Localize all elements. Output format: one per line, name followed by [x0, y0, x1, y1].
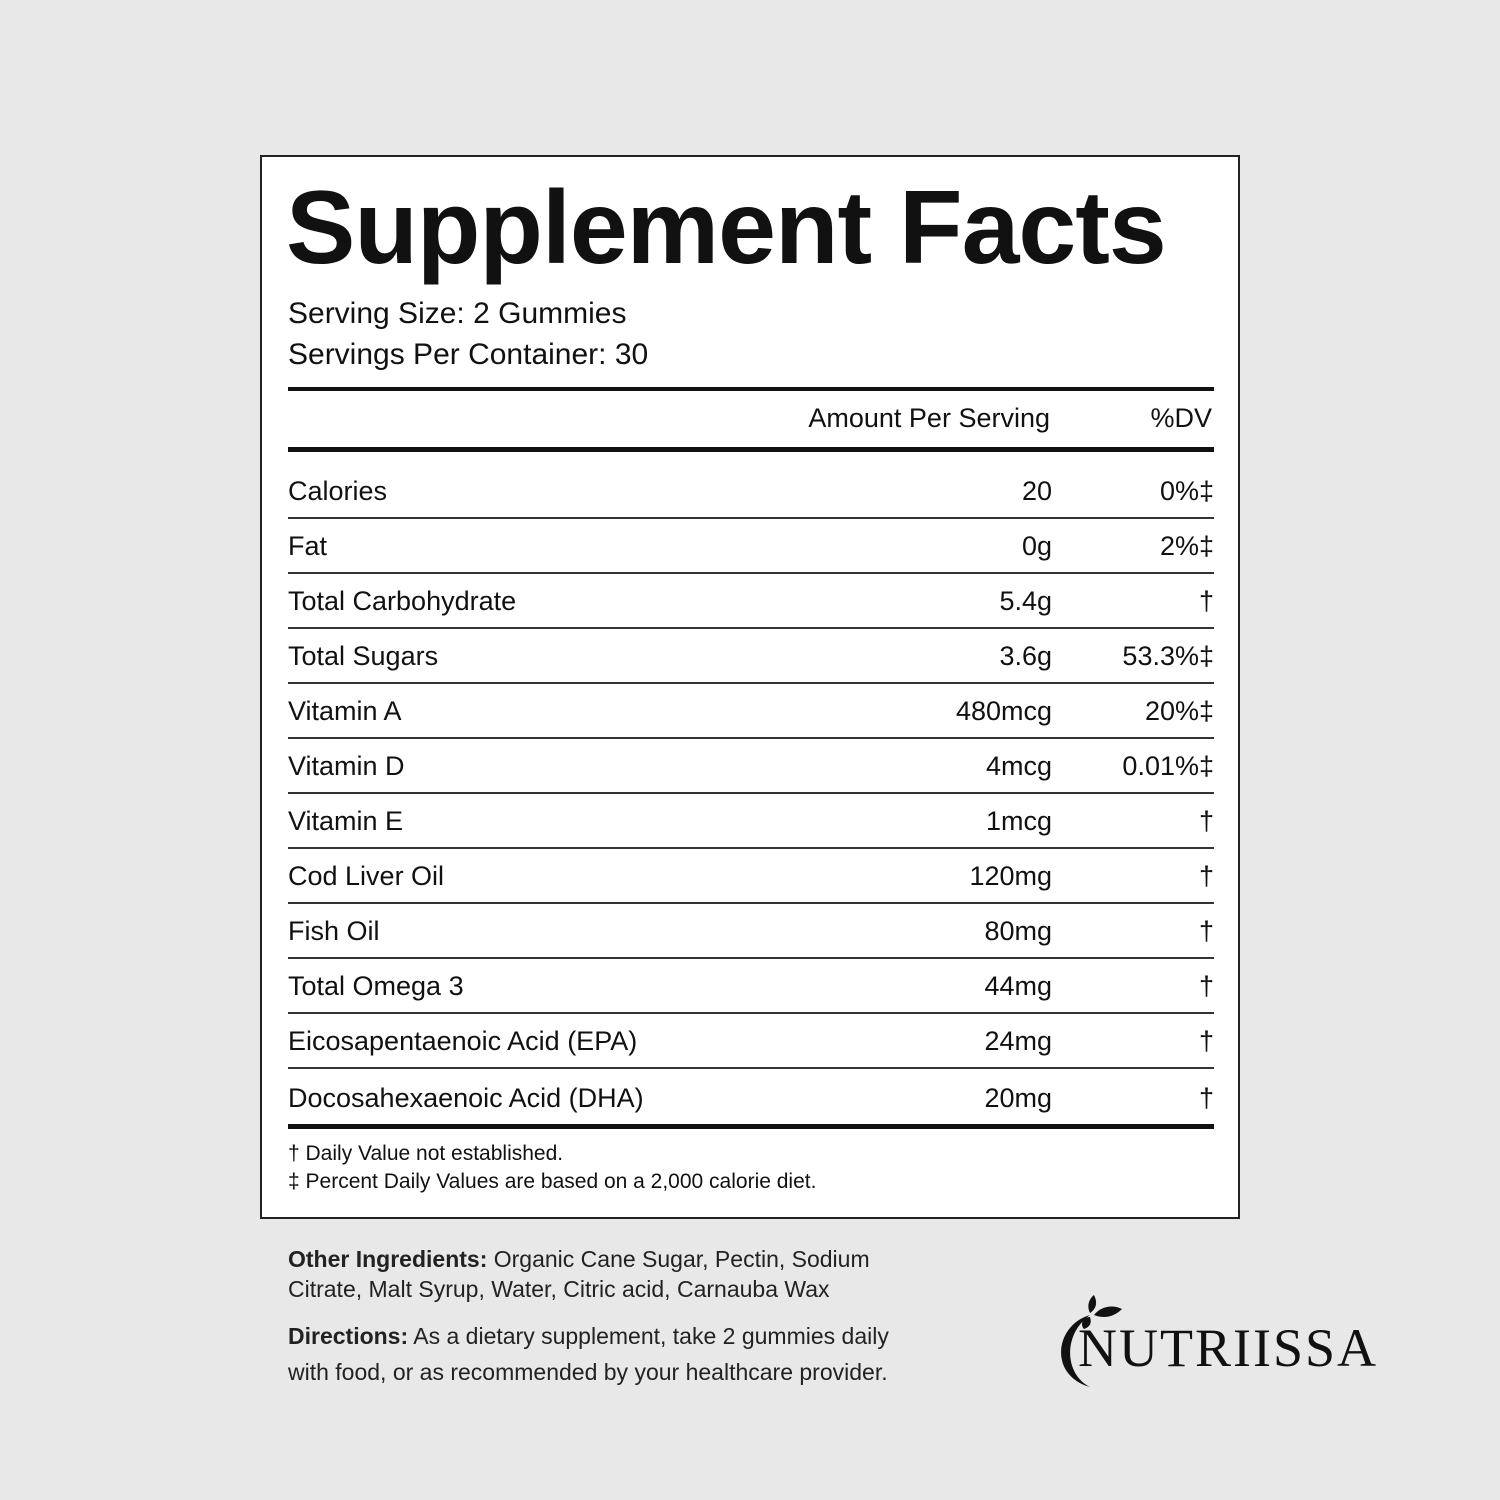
nutrient-amount: 480mcg: [955, 696, 1052, 726]
nutrient-name: Vitamin A: [288, 696, 402, 726]
panel-title: Supplement Facts: [286, 170, 1167, 286]
supplement-facts-panel: Supplement Facts Serving Size: 2 Gummies…: [260, 155, 1240, 1219]
directions-text: with food, or as recommended by your hea…: [288, 1359, 888, 1385]
nutrient-name: Total Carbohydrate: [288, 586, 517, 616]
serving-size: Serving Size: 2 Gummies: [288, 297, 627, 330]
other-ingredients-text: Organic Cane Sugar, Pectin, Sodium: [487, 1246, 870, 1272]
divider: [288, 1124, 1214, 1129]
leaf-crescent-icon: [1061, 1295, 1122, 1387]
nutrient-row: Total Sugars 3.6g 53.3%‡: [288, 629, 1214, 684]
nutrient-row: Fat 0g 2%‡: [288, 519, 1214, 574]
header-amount: Amount Per Serving: [808, 403, 1050, 433]
nutrient-row: Cod Liver Oil 120mg †: [288, 849, 1214, 904]
directions-text: As a dietary supplement, take 2 gummies …: [408, 1323, 889, 1349]
nutrient-row: Total Carbohydrate 5.4g †: [288, 574, 1214, 629]
nutrient-table: Calories 20 0%‡ Fat 0g 2%‡ Total Carbohydrate 5…: [288, 454, 1214, 1124]
nutrient-name: Total Omega 3: [288, 971, 464, 1001]
nutrient-name: Fat: [288, 531, 328, 561]
brand-logo: NUTRIISSA: [1050, 1295, 1380, 1395]
nutrient-amount: 20: [1021, 476, 1052, 506]
nutrient-name: Fish Oil: [288, 916, 380, 946]
directions: Directions: As a dietary supplement, tak…: [288, 1318, 889, 1390]
nutrient-dv: 20%‡: [1144, 696, 1214, 726]
nutrient-name: Vitamin D: [288, 751, 405, 781]
footnote-dagger: † Daily Value not established.: [288, 1142, 564, 1165]
header-dv: %DV: [1150, 403, 1212, 433]
nutrient-amount: 4mcg: [985, 751, 1052, 781]
nutrient-dv: 0.01%‡: [1122, 751, 1214, 781]
nutrient-name: Total Sugars: [288, 641, 439, 671]
nutrient-row: Vitamin D 4mcg 0.01%‡: [288, 739, 1214, 794]
nutrient-dv: †: [1198, 916, 1214, 946]
nutrient-row: Vitamin A 480mcg 20%‡: [288, 684, 1214, 739]
nutrient-row: Fish Oil 80mg †: [288, 904, 1214, 959]
divider: [288, 447, 1214, 452]
divider: [288, 387, 1214, 391]
nutrient-amount: 0g: [1021, 531, 1052, 561]
footnote-double-dagger: ‡ Percent Daily Values are based on a 2,…: [288, 1170, 817, 1193]
nutrient-amount: 120mg: [969, 861, 1052, 891]
nutrient-dv: †: [1198, 806, 1214, 836]
nutrient-dv: 53.3%‡: [1122, 641, 1214, 671]
nutrient-amount: 5.4g: [999, 586, 1052, 616]
nutrient-row: Docosahexaenoic Acid (DHA) 20mg †: [288, 1069, 1214, 1124]
servings-per-container: Servings Per Container: 30: [288, 338, 649, 371]
nutrient-row: Vitamin E 1mcg †: [288, 794, 1214, 849]
nutrient-name: Vitamin E: [288, 806, 404, 836]
nutrient-amount: 3.6g: [999, 641, 1052, 671]
nutrient-amount: 1mcg: [985, 806, 1052, 836]
nutrient-dv: 2%‡: [1159, 531, 1214, 561]
other-ingredients: Other Ingredients: Organic Cane Sugar, P…: [288, 1244, 870, 1304]
nutrient-name: Eicosapentaenoic Acid (EPA): [288, 1026, 638, 1056]
nutrient-amount: 80mg: [984, 916, 1052, 946]
nutrient-row: Eicosapentaenoic Acid (EPA) 24mg †: [288, 1014, 1214, 1069]
nutrient-row: Calories 20 0%‡: [288, 454, 1214, 519]
nutrient-dv: †: [1198, 1026, 1214, 1056]
nutrient-dv: †: [1198, 1083, 1214, 1113]
nutrient-row: Total Omega 3 44mg †: [288, 959, 1214, 1014]
other-ingredients-label: Other Ingredients:: [288, 1246, 488, 1272]
other-ingredients-text: Citrate, Malt Syrup, Water, Citric acid,…: [288, 1276, 830, 1302]
nutrient-amount: 24mg: [984, 1026, 1052, 1056]
nutrient-amount: 20mg: [984, 1083, 1052, 1113]
nutrient-amount: 44mg: [984, 971, 1052, 1001]
nutrient-name: Cod Liver Oil: [288, 861, 445, 891]
nutrient-dv: †: [1198, 861, 1214, 891]
nutrient-name: Docosahexaenoic Acid (DHA): [288, 1083, 644, 1113]
nutrient-dv: †: [1198, 586, 1214, 616]
nutrient-name: Calories: [288, 476, 388, 506]
directions-label: Directions:: [288, 1323, 409, 1349]
nutrient-dv: 0%‡: [1159, 476, 1214, 506]
nutrient-dv: †: [1198, 971, 1214, 1001]
brand-name: NUTRIISSA: [1078, 1318, 1379, 1378]
